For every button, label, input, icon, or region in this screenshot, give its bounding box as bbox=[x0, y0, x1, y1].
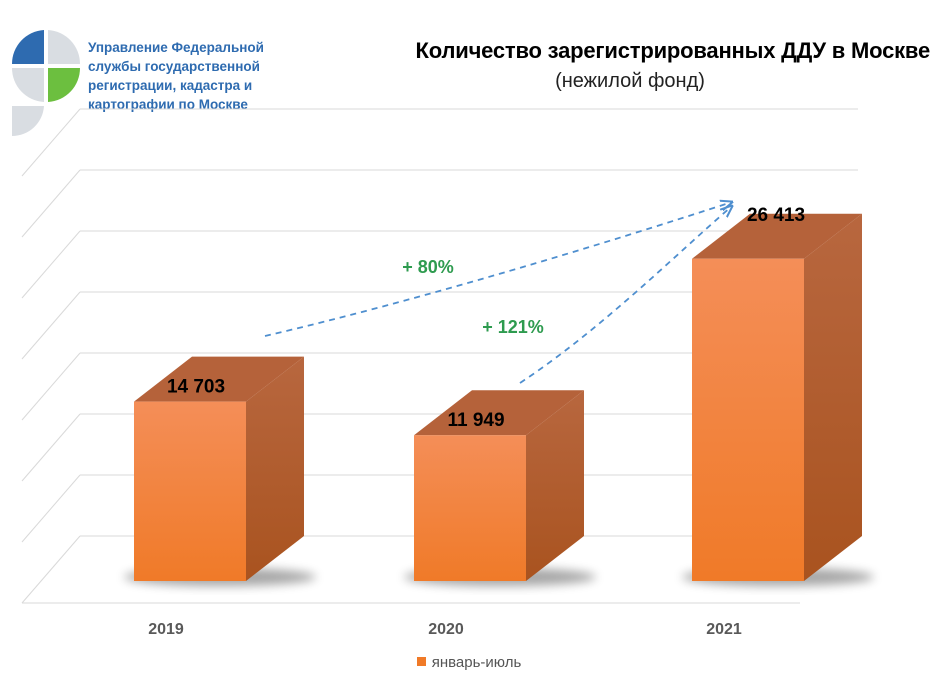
bar-2019 bbox=[134, 401, 246, 581]
bar-top-2021 bbox=[692, 213, 862, 259]
legend-swatch bbox=[416, 657, 426, 666]
growth-arrow-2019-2021 bbox=[264, 202, 732, 337]
legend: январь-июль bbox=[0, 654, 938, 671]
legend-label: январь-июль bbox=[431, 654, 522, 671]
organization-name-line: картографии по Москве bbox=[88, 97, 248, 112]
bar-side-2019 bbox=[246, 356, 304, 581]
gridline-diagonal bbox=[21, 169, 81, 238]
value-label-2020: 11 949 bbox=[447, 410, 504, 431]
gridline-diagonal bbox=[21, 535, 81, 604]
chart-subtitle: (нежилой фонд) bbox=[555, 70, 705, 92]
category-label-2021: 2021 bbox=[706, 621, 742, 638]
gridline-diagonal bbox=[21, 352, 81, 421]
gridline-diagonal bbox=[21, 230, 81, 299]
bar-side-2021 bbox=[804, 213, 862, 581]
category-label-2020: 2020 bbox=[428, 621, 464, 638]
value-label-2019: 14 703 bbox=[167, 377, 225, 398]
bar-2020 bbox=[414, 435, 526, 581]
gridline-diagonal bbox=[21, 108, 81, 177]
growth-label: + 121% bbox=[482, 317, 544, 337]
rosreestr-logo: Управление Федеральной службы государств… bbox=[10, 28, 270, 138]
chart-title: Количество зарегистрированных ДДУ в Моск… bbox=[415, 38, 931, 63]
bar-top-2020 bbox=[414, 390, 584, 436]
organization-name: Управление Федеральной службы государств… bbox=[88, 38, 278, 114]
organization-name-line: службы государственной bbox=[88, 59, 260, 74]
value-label-2021: 26 413 bbox=[747, 205, 805, 226]
organization-name-line: Управление Федеральной bbox=[88, 40, 264, 55]
gridline-diagonal bbox=[21, 474, 81, 543]
bar-2021 bbox=[692, 258, 804, 581]
category-label-2019: 2019 bbox=[148, 621, 184, 638]
bar-side-2020 bbox=[526, 390, 584, 581]
growth-label: + 80% bbox=[402, 257, 454, 277]
gridline-diagonal bbox=[21, 413, 81, 482]
growth-arrow-2020-2021 bbox=[519, 206, 732, 384]
rosreestr-emblem-icon bbox=[11, 30, 81, 137]
organization-name-line: регистрации, кадастра и bbox=[88, 78, 253, 93]
bar-top-2019 bbox=[134, 356, 304, 402]
gridline-diagonal bbox=[21, 291, 81, 360]
